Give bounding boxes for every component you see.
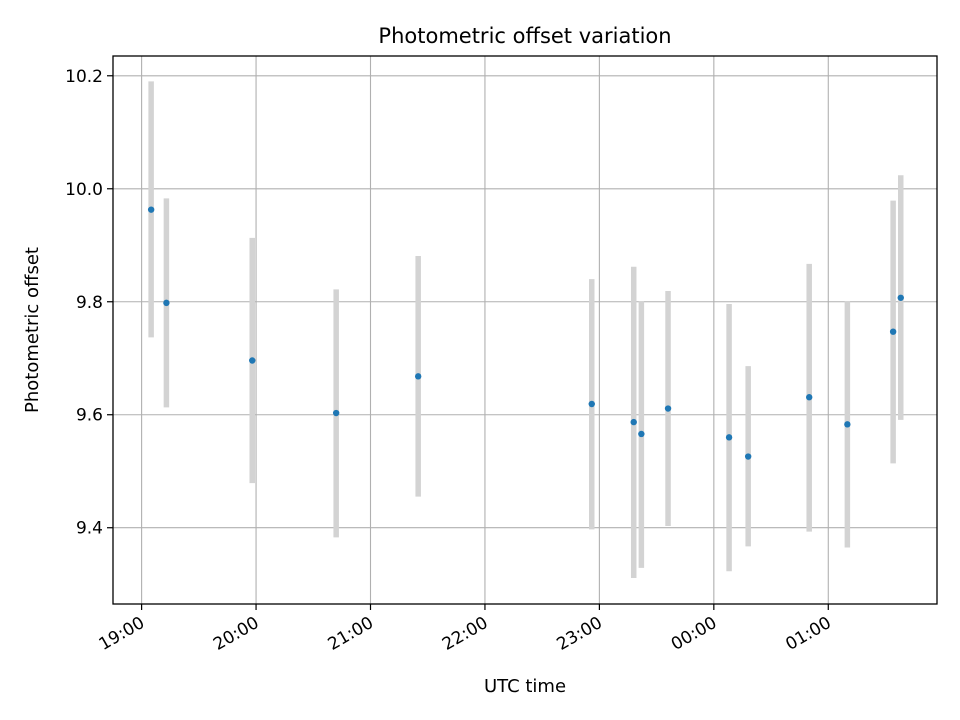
y-tick-label: 10.0 [65, 180, 103, 200]
data-point [806, 394, 813, 401]
x-axis-title: UTC time [484, 676, 566, 697]
x-tick-label: 20:00 [210, 613, 262, 655]
x-axis-ticks: 19:00 20:00 21:00 22:00 23:00 00:00 01:00 [96, 604, 835, 655]
x-tick-label: 21:00 [325, 613, 377, 655]
plot-frame [112, 55, 938, 605]
data-point [414, 373, 422, 380]
chart-title: Photometric offset variation [378, 24, 671, 48]
y-axis-title: Photometric offset [22, 247, 43, 413]
data-point [630, 418, 637, 426]
data-point [163, 299, 170, 307]
x-tick-label: 00:00 [668, 613, 720, 655]
y-tick-label: 10.2 [65, 67, 103, 87]
y-tick-label: 9.8 [76, 293, 103, 313]
data-point [638, 430, 645, 438]
y-axis-ticks: 9.4 9.6 9.8 10.0 10.2 [65, 67, 113, 539]
data-point [332, 409, 340, 417]
data-point [249, 357, 256, 364]
x-tick-label: 23:00 [553, 613, 605, 655]
data-point [664, 405, 672, 412]
data-point [147, 206, 155, 213]
grid [113, 56, 937, 604]
y-tick-label: 9.6 [76, 406, 103, 426]
x-tick-label: 22:00 [439, 613, 491, 655]
x-tick-label: 01:00 [782, 613, 834, 655]
data-point [897, 294, 904, 301]
data-point [889, 328, 897, 335]
x-tick-label: 19:00 [96, 613, 148, 655]
data-points [147, 206, 904, 460]
data-point [725, 434, 733, 441]
data-point [744, 453, 752, 460]
data-point [844, 421, 851, 428]
error-bars [148, 81, 904, 579]
y-tick-label: 9.4 [76, 519, 103, 539]
data-point [588, 400, 595, 408]
